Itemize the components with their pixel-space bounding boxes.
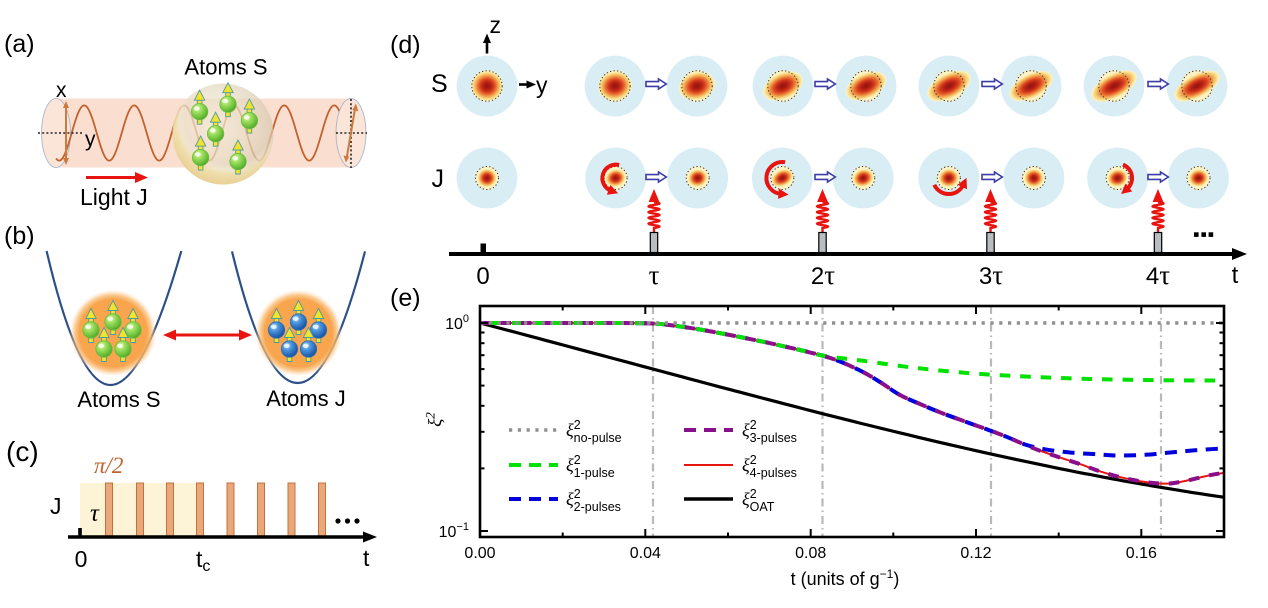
svg-text:t (units of g−1): t (units of g−1) (791, 567, 900, 589)
svg-text:J: J (50, 493, 62, 519)
svg-text:100: 100 (445, 313, 469, 333)
svg-text:y: y (85, 128, 96, 151)
svg-text:t: t (1232, 262, 1239, 289)
svg-text:π/2: π/2 (94, 453, 123, 478)
svg-text:0: 0 (75, 546, 88, 572)
svg-text:t: t (363, 545, 370, 571)
svg-text:0.00: 0.00 (464, 545, 495, 562)
svg-text:τ: τ (90, 500, 100, 527)
svg-text:2τ: 2τ (811, 260, 835, 290)
svg-text:(d): (d) (390, 31, 421, 59)
svg-text:10−1: 10−1 (439, 521, 469, 541)
svg-text:3τ: 3τ (979, 260, 1003, 290)
svg-text:0.12: 0.12 (960, 545, 991, 562)
svg-text:ξ22-pulses: ξ2 2-pulses (566, 487, 621, 514)
svg-text:S: S (431, 70, 448, 98)
svg-text:(b): (b) (4, 222, 35, 250)
svg-text:τ: τ (649, 260, 660, 290)
svg-text:Light J: Light J (80, 184, 148, 210)
svg-text:ξ21-pulse: ξ2 1-pulse (566, 453, 615, 480)
svg-text:J: J (432, 165, 445, 193)
svg-text:Atoms S: Atoms S (77, 387, 160, 412)
svg-text:ξ24-pulses: ξ2 4-pulses (742, 453, 797, 480)
svg-text:x: x (56, 79, 67, 102)
svg-text:Atoms S: Atoms S (184, 55, 267, 80)
svg-text:(c): (c) (6, 436, 39, 467)
svg-text:0.16: 0.16 (1126, 545, 1157, 562)
svg-text:0: 0 (476, 263, 489, 290)
svg-text:ξ2: ξ2 (423, 412, 447, 427)
svg-text:z: z (490, 12, 502, 38)
svg-text:0.08: 0.08 (795, 545, 826, 562)
svg-text:y: y (536, 72, 548, 98)
svg-text:tc: tc (196, 546, 210, 575)
svg-text:0.04: 0.04 (630, 545, 661, 562)
svg-text:(e): (e) (390, 284, 421, 312)
svg-text:(a): (a) (4, 30, 35, 58)
svg-text:ξ23-pulses: ξ2 3-pulses (742, 418, 797, 445)
svg-text:Atoms J: Atoms J (266, 386, 345, 411)
svg-text:4τ: 4τ (1146, 260, 1170, 290)
